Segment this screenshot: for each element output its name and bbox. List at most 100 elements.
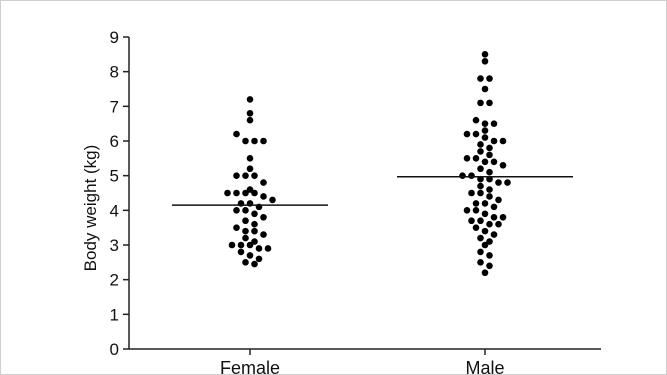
data-point-female	[251, 172, 258, 179]
data-point-female	[246, 186, 254, 193]
data-point-male	[468, 217, 475, 225]
data-point-female	[260, 231, 267, 238]
data-point-male	[481, 210, 489, 218]
y-tick-label: 1	[110, 305, 119, 324]
y-tick-label: 5	[110, 167, 119, 186]
data-point-female	[260, 179, 267, 186]
data-point-male	[495, 196, 502, 204]
data-point-female	[233, 189, 240, 197]
data-point-female	[233, 172, 240, 179]
data-point-female	[242, 137, 249, 145]
data-point-male	[486, 186, 493, 193]
y-tick-label: 2	[110, 271, 119, 290]
data-points	[224, 51, 511, 277]
data-point-male	[481, 85, 489, 93]
data-point-female	[242, 227, 249, 235]
data-point-female	[251, 238, 258, 245]
data-point-female	[251, 227, 258, 235]
data-point-female	[233, 224, 240, 231]
data-point-female	[246, 109, 254, 117]
data-point-male	[481, 120, 489, 127]
data-point-male	[486, 151, 493, 159]
data-point-male	[486, 193, 493, 200]
data-point-female	[264, 245, 272, 252]
y-tick-label: 4	[110, 201, 119, 220]
data-point-male	[486, 238, 493, 245]
data-point-male	[477, 148, 484, 155]
data-point-male	[499, 137, 507, 145]
data-point-female	[242, 217, 249, 225]
data-point-male	[490, 203, 498, 211]
data-point-male	[477, 248, 484, 256]
data-point-female	[233, 207, 240, 214]
data-point-female	[246, 252, 254, 259]
data-point-male	[486, 168, 493, 176]
data-point-male	[477, 259, 484, 266]
data-point-female	[233, 130, 240, 138]
data-point-female	[251, 260, 258, 268]
y-tick-label: 0	[110, 340, 119, 359]
data-point-male	[477, 99, 484, 107]
y-axis-label: Body weight (kg)	[81, 145, 100, 272]
axes	[128, 37, 601, 350]
data-point-male	[472, 207, 480, 214]
data-point-female	[246, 165, 254, 173]
data-point-female	[246, 116, 254, 124]
data-point-male	[486, 99, 493, 107]
median-lines	[172, 175, 573, 206]
data-point-male	[504, 179, 511, 186]
data-point-male	[486, 75, 493, 82]
data-point-male	[486, 220, 493, 228]
y-tick-label: 7	[110, 97, 119, 116]
data-point-male	[472, 155, 480, 162]
data-point-female	[260, 137, 267, 145]
x-axis-categories: Female Male	[220, 349, 505, 374]
data-point-female	[255, 245, 263, 252]
data-point-male	[481, 51, 489, 58]
data-point-female	[246, 96, 254, 103]
data-point-male	[477, 165, 484, 173]
data-point-male	[490, 213, 498, 221]
data-point-female	[228, 241, 236, 249]
data-point-female	[242, 172, 249, 179]
data-point-female	[242, 207, 249, 214]
data-point-female	[242, 234, 249, 242]
data-point-male	[486, 262, 493, 270]
data-point-male	[486, 252, 493, 259]
data-point-male	[477, 217, 484, 225]
data-point-male	[481, 269, 489, 277]
y-axis-ticks: 0 1 2 3 4 5 6 7 8 9	[110, 28, 129, 359]
y-tick-label: 3	[110, 236, 119, 255]
data-point-male	[477, 175, 484, 183]
y-tick-label: 9	[110, 28, 119, 47]
data-point-male	[481, 200, 489, 207]
data-point-male	[499, 213, 507, 221]
data-point-male	[468, 189, 475, 197]
data-point-male	[490, 120, 498, 127]
data-point-male	[477, 189, 484, 197]
data-point-male	[477, 141, 484, 148]
data-point-female	[224, 189, 231, 197]
data-point-male	[481, 57, 489, 65]
data-point-male	[481, 127, 489, 134]
data-point-female	[237, 248, 245, 256]
data-point-male	[472, 116, 480, 124]
data-point-male	[490, 158, 498, 166]
x-category-label: Female	[220, 358, 280, 374]
data-point-male	[477, 234, 484, 242]
data-point-male	[495, 220, 502, 228]
data-point-male	[490, 231, 498, 238]
data-point-male	[472, 130, 480, 138]
data-point-male	[499, 161, 507, 169]
data-point-male	[463, 130, 471, 138]
data-point-female	[260, 213, 267, 221]
data-point-male	[468, 172, 475, 179]
data-point-male	[477, 75, 484, 82]
data-point-female	[251, 210, 258, 218]
data-point-male	[481, 227, 489, 235]
data-point-female	[255, 255, 263, 263]
data-point-male	[477, 182, 484, 190]
data-point-female	[251, 220, 258, 228]
